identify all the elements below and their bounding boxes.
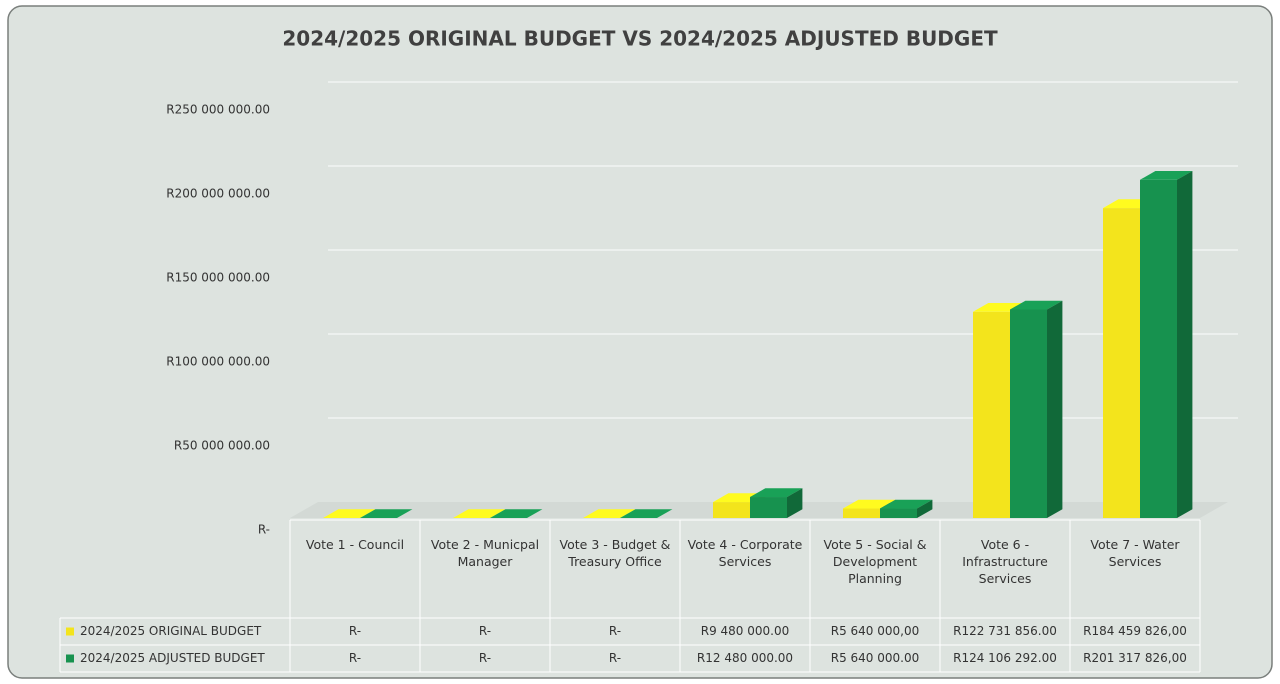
table-value: R201 317 826,00 [1083, 651, 1187, 665]
x-tick-label: Vote 2 - Municpal Manager [430, 537, 540, 569]
table-value: R184 459 826,00 [1083, 624, 1187, 638]
table-value: R122 731 856.00 [953, 624, 1057, 638]
x-tick-label: Vote 3 - Budget & Treasury Office [559, 537, 671, 569]
bar [583, 509, 636, 518]
bar-front [713, 502, 750, 518]
bar [360, 509, 413, 518]
table-value: R- [609, 624, 621, 638]
bar [323, 509, 376, 518]
bar-side [917, 499, 933, 518]
table-value: R- [479, 624, 491, 638]
x-tick-label: Vote 6 - Infrastructure Services [962, 537, 1048, 586]
y-tick-label: R200 000 000.00 [166, 187, 270, 201]
bar-top [323, 509, 376, 518]
y-tick-label: R250 000 000.00 [166, 103, 270, 117]
table-value: R9 480 000.00 [701, 624, 790, 638]
x-tick-label: Vote 1 - Council [305, 537, 405, 552]
bar-top [620, 509, 673, 518]
bar-side [1047, 300, 1063, 518]
bar-top [490, 509, 543, 518]
table-value: R- [609, 651, 621, 665]
bar [880, 499, 933, 518]
bar [750, 488, 803, 518]
table-value: R- [349, 651, 361, 665]
bar-side [787, 488, 803, 518]
table-value: R12 480 000.00 [697, 651, 793, 665]
y-tick-label: R100 000 000.00 [166, 355, 270, 369]
chart-title: 2024/2025 ORIGINAL BUDGET VS 2024/2025 A… [282, 27, 998, 51]
table-value: R- [349, 624, 361, 638]
bar [620, 509, 673, 518]
bar [1140, 170, 1193, 518]
bar-front [1140, 179, 1177, 518]
table-value: R5 640 000.00 [831, 651, 920, 665]
bar [1010, 300, 1063, 518]
bar [453, 509, 506, 518]
x-tick-label: Vote 5 - Social & Development Planning [823, 537, 927, 586]
y-tick-label: R150 000 000.00 [166, 271, 270, 285]
legend-label: 2024/2025 ORIGINAL BUDGET [80, 624, 262, 638]
y-tick-label: R- [258, 523, 270, 537]
x-tick-label: Vote 7 - Water Services [1090, 537, 1180, 569]
bar-front [843, 508, 880, 518]
bar-front [1103, 208, 1140, 519]
bar-top [360, 509, 413, 518]
bar-top [1140, 170, 1193, 180]
table-value: R124 106 292.00 [953, 651, 1057, 665]
bar-top [453, 509, 506, 518]
table-value: R- [479, 651, 491, 665]
bar-top [880, 499, 933, 509]
legend-marker [66, 654, 74, 663]
legend-marker [66, 627, 74, 636]
bar-top [843, 499, 896, 509]
x-tick-label: Vote 4 - Corporate Services [687, 537, 803, 569]
table-value: R5 640 000,00 [831, 624, 920, 638]
bar-front [880, 508, 917, 518]
bar-top [750, 488, 803, 498]
bar-front [1010, 309, 1047, 518]
bar-side [1177, 170, 1193, 518]
bar-front [750, 497, 787, 518]
bar [490, 509, 543, 518]
bar-front [973, 311, 1010, 518]
bar-top [583, 509, 636, 518]
y-tick-label: R50 000 000.00 [174, 439, 270, 453]
bar-top [1010, 300, 1063, 310]
legend-label: 2024/2025 ADJUSTED BUDGET [80, 651, 265, 665]
